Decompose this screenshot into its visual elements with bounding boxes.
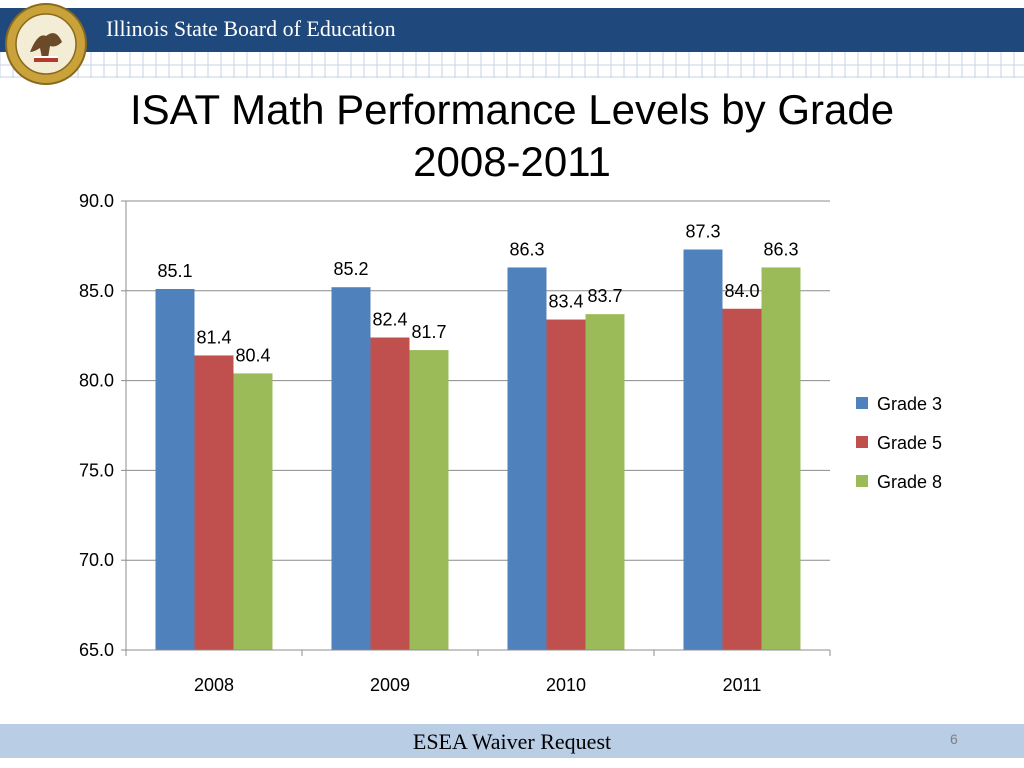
bar — [233, 373, 273, 650]
legend-swatch — [856, 397, 868, 409]
y-tick-label: 80.0 — [79, 371, 114, 391]
x-tick-label: 2009 — [370, 675, 410, 695]
bar — [155, 289, 195, 650]
data-label: 86.3 — [763, 239, 798, 259]
bar — [331, 287, 371, 650]
bar — [683, 249, 723, 650]
y-tick-label: 70.0 — [79, 550, 114, 570]
bar — [546, 319, 586, 650]
bar — [761, 267, 801, 650]
data-label: 83.7 — [587, 286, 622, 306]
bar — [194, 355, 234, 650]
data-label: 86.3 — [509, 239, 544, 259]
y-tick-label: 85.0 — [79, 281, 114, 301]
bar-chart: 65.0 70.0 75.0 80.0 85.0 90.0 2008 2009 2010 2011… — [79, 191, 942, 695]
y-tick-label: 90.0 — [79, 191, 114, 211]
footer-bar — [0, 724, 1024, 758]
x-tick-label: 2010 — [546, 675, 586, 695]
legend-label: Grade 8 — [877, 472, 942, 492]
bar — [585, 314, 625, 650]
y-tick-label: 75.0 — [79, 460, 114, 480]
data-label: 81.4 — [196, 327, 231, 347]
state-seal-logo — [5, 3, 87, 85]
bar — [370, 337, 410, 650]
y-tick-label: 65.0 — [79, 640, 114, 660]
header-grid-decoration — [0, 52, 1024, 78]
slide-title-line-1: ISAT Math Performance Levels by Grade — [129, 86, 895, 133]
bar — [722, 308, 762, 650]
data-label: 87.3 — [685, 221, 720, 241]
data-label: 80.4 — [235, 345, 270, 365]
data-label: 85.1 — [157, 261, 192, 281]
bar — [409, 350, 449, 650]
x-tick-label: 2011 — [723, 675, 762, 695]
legend-swatch — [856, 436, 868, 448]
header-bar — [0, 8, 1024, 52]
organization-name: Illinois State Board of Education — [106, 16, 396, 41]
data-label: 85.2 — [333, 259, 368, 279]
legend-label: Grade 5 — [877, 433, 942, 453]
legend-swatch — [856, 475, 868, 487]
data-label: 84.0 — [724, 281, 759, 301]
x-tick-label: 2008 — [194, 675, 234, 695]
data-label: 83.4 — [548, 292, 583, 312]
legend-label: Grade 3 — [877, 394, 942, 414]
data-label: 81.7 — [411, 322, 446, 342]
footer-text: ESEA Waiver Request — [412, 729, 612, 754]
slide-title: ISAT Math Performance Levels by Grade 20… — [40, 84, 984, 188]
slide-title-line-2: 2008-2011 — [413, 138, 611, 185]
data-label: 82.4 — [372, 309, 407, 329]
page-number: 6 — [950, 731, 958, 747]
bar — [507, 267, 547, 650]
